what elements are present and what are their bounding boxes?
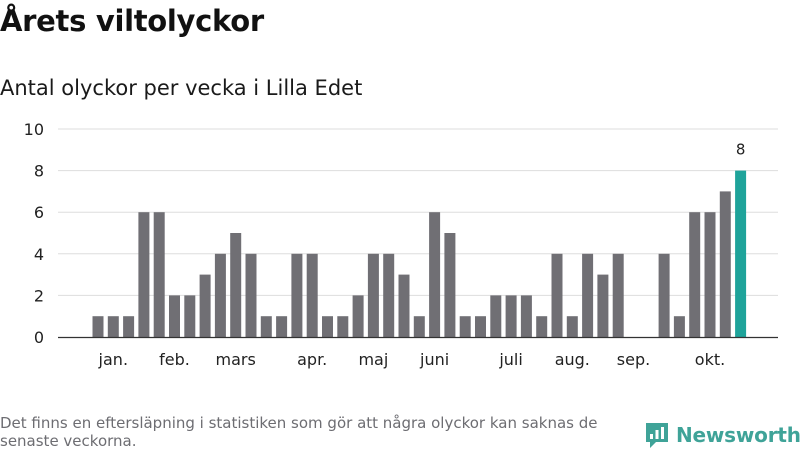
brand-name: Newsworthy <box>676 423 800 447</box>
bar <box>398 274 410 337</box>
bar <box>673 316 685 337</box>
y-tick-label: 0 <box>34 328 44 347</box>
x-tick-label: juli <box>498 350 522 369</box>
bar <box>337 316 349 337</box>
bar <box>92 316 104 337</box>
x-tick-label: okt. <box>695 350 725 369</box>
chart-title: Årets viltolyckor <box>0 4 264 38</box>
y-tick-label: 8 <box>34 162 44 181</box>
footer-note: Det finns en eftersläpning i statistiken… <box>0 414 598 450</box>
bar <box>551 253 563 337</box>
bar <box>612 253 624 337</box>
bar <box>505 295 517 337</box>
x-tick-label: maj <box>358 350 388 369</box>
x-tick-label: aug. <box>555 350 590 369</box>
bar <box>459 316 471 337</box>
bar <box>689 212 701 337</box>
x-tick-label: juni <box>419 350 449 369</box>
bar <box>383 253 395 337</box>
bar <box>322 316 333 337</box>
bar <box>536 316 548 337</box>
bar <box>490 295 502 337</box>
bar <box>153 212 165 337</box>
chart-subtitle: Antal olyckor per vecka i Lilla Edet <box>0 76 363 100</box>
y-tick-label: 10 <box>24 120 44 139</box>
bar <box>566 316 578 337</box>
bar <box>123 316 135 337</box>
bar <box>260 316 272 337</box>
bar <box>475 316 486 337</box>
bar <box>429 212 441 337</box>
bar <box>230 233 242 337</box>
bar <box>719 191 731 337</box>
x-tick-label: apr. <box>297 350 327 369</box>
bar-chart-bubble-icon <box>646 423 668 448</box>
bar <box>306 253 318 337</box>
bar <box>352 295 364 337</box>
brand-logo[interactable]: Newsworthy <box>644 420 800 450</box>
bar <box>444 233 456 337</box>
bar <box>520 295 532 337</box>
data-label: 8 <box>736 141 746 159</box>
bar <box>276 316 288 337</box>
x-tick-label: sep. <box>617 350 650 369</box>
bar-highlight <box>735 170 747 337</box>
bar <box>169 295 180 337</box>
bar <box>658 253 670 337</box>
bar <box>138 212 150 337</box>
bar <box>245 253 257 337</box>
x-tick-label: feb. <box>159 350 190 369</box>
x-tick-label: jan. <box>98 350 128 369</box>
bar <box>582 253 594 337</box>
bar <box>199 274 211 337</box>
y-tick-label: 4 <box>34 245 44 264</box>
bar <box>367 253 379 337</box>
bar <box>413 316 425 337</box>
bar <box>184 295 196 337</box>
y-tick-label: 6 <box>34 203 44 222</box>
bar-chart: 0 2 4 6 8 10 jan. feb. mars apr. maj juni juli aug. se… <box>24 120 778 369</box>
bar <box>107 316 119 337</box>
bar <box>597 274 609 337</box>
bar <box>214 253 226 337</box>
bar <box>291 253 303 337</box>
bar <box>704 212 716 337</box>
x-tick-label: mars <box>216 350 256 369</box>
y-tick-label: 2 <box>34 286 44 305</box>
